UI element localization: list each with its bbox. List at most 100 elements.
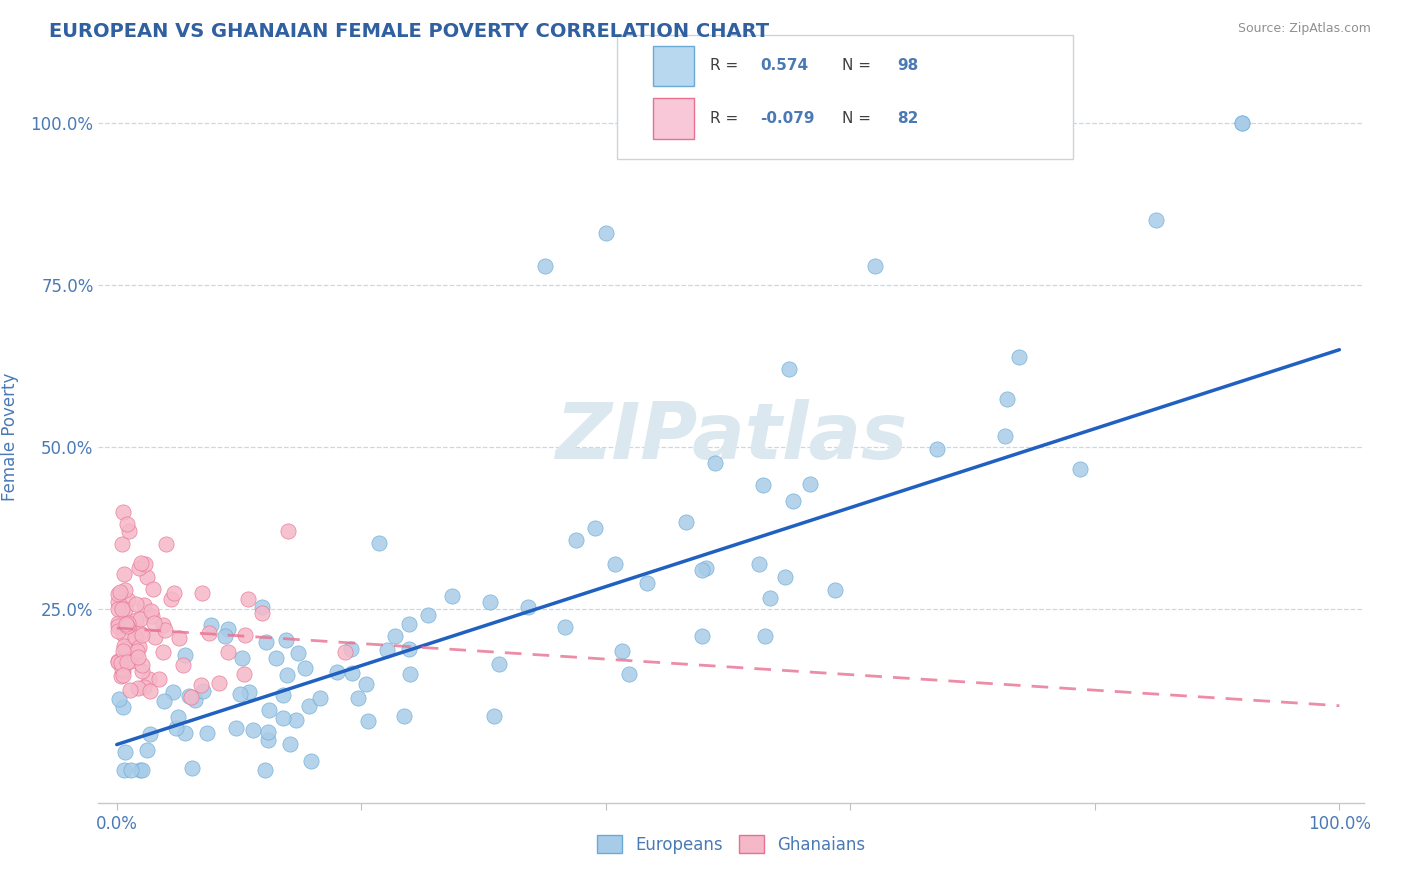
Point xyxy=(214,629,236,643)
Point xyxy=(118,524,141,538)
Point xyxy=(107,655,129,669)
Point xyxy=(583,521,606,535)
Point xyxy=(751,478,773,492)
FancyBboxPatch shape xyxy=(652,98,695,138)
Text: 98: 98 xyxy=(897,58,918,73)
Point xyxy=(299,754,322,768)
Point xyxy=(198,625,221,640)
Point xyxy=(173,725,195,739)
Point xyxy=(250,606,273,620)
Point xyxy=(695,561,717,575)
Point xyxy=(111,664,134,678)
Point xyxy=(111,601,134,615)
Point xyxy=(675,515,697,529)
Legend: Europeans, Ghanaians: Europeans, Ghanaians xyxy=(591,829,872,860)
Point xyxy=(354,677,377,691)
Point xyxy=(107,587,129,601)
Point xyxy=(129,557,152,571)
Point xyxy=(636,576,658,591)
Point xyxy=(136,743,159,757)
Point xyxy=(117,593,139,607)
Point xyxy=(128,640,150,655)
Text: ZIPatlas: ZIPatlas xyxy=(555,399,907,475)
Point xyxy=(690,563,713,577)
Point xyxy=(131,764,153,778)
Point xyxy=(225,722,247,736)
Point xyxy=(690,629,713,643)
Point xyxy=(124,613,146,627)
Point xyxy=(172,658,194,673)
Point xyxy=(139,727,162,741)
Point xyxy=(479,595,502,609)
Text: 0.574: 0.574 xyxy=(761,58,808,73)
Point xyxy=(927,442,949,457)
Text: 82: 82 xyxy=(897,111,918,126)
Point xyxy=(394,708,416,723)
Point xyxy=(117,615,139,630)
Point xyxy=(112,640,135,654)
Point xyxy=(533,259,555,273)
Point xyxy=(129,625,152,640)
Point xyxy=(148,672,170,686)
Point xyxy=(110,669,132,683)
Point xyxy=(863,259,886,273)
Text: -0.079: -0.079 xyxy=(761,111,814,126)
Point xyxy=(399,667,422,681)
Point xyxy=(1069,462,1091,476)
Point xyxy=(152,694,174,708)
Point xyxy=(131,628,153,642)
Point xyxy=(340,641,363,656)
Point xyxy=(115,517,138,532)
Point xyxy=(554,620,576,634)
Point xyxy=(340,665,363,680)
Point xyxy=(107,624,129,639)
Point xyxy=(347,691,370,706)
Point xyxy=(440,589,463,603)
Point xyxy=(131,657,153,672)
Point xyxy=(112,668,135,682)
Point xyxy=(111,537,134,551)
Point xyxy=(167,631,190,645)
Point xyxy=(191,684,214,698)
Point xyxy=(256,634,278,648)
Point xyxy=(134,598,156,612)
Point xyxy=(111,504,134,518)
Point xyxy=(152,617,174,632)
Point xyxy=(160,592,183,607)
Point xyxy=(129,764,152,778)
Point xyxy=(139,604,162,618)
Point xyxy=(298,699,321,714)
Y-axis label: Female Poverty: Female Poverty xyxy=(1,373,20,501)
Text: N =: N = xyxy=(842,58,872,73)
Point xyxy=(516,600,538,615)
Point xyxy=(163,585,186,599)
Point xyxy=(217,623,239,637)
Point xyxy=(287,646,309,660)
Point xyxy=(217,645,239,659)
Point xyxy=(115,619,138,633)
Point xyxy=(111,662,134,676)
Point xyxy=(120,764,142,778)
Point xyxy=(703,456,725,470)
Point xyxy=(782,494,804,508)
Text: N =: N = xyxy=(842,111,872,126)
Point xyxy=(118,618,141,632)
Point xyxy=(162,685,184,699)
Point xyxy=(131,665,153,679)
Point xyxy=(271,711,294,725)
Point xyxy=(125,598,148,612)
Point xyxy=(107,594,129,608)
Point xyxy=(595,226,617,240)
Point xyxy=(110,585,132,599)
Point xyxy=(1230,116,1253,130)
Point xyxy=(180,690,202,704)
Point xyxy=(232,667,254,681)
Point xyxy=(165,722,187,736)
Point xyxy=(115,655,138,669)
Point xyxy=(127,649,149,664)
Point xyxy=(250,600,273,615)
Point xyxy=(773,570,796,584)
Point xyxy=(124,630,146,644)
Point xyxy=(995,392,1018,407)
Point xyxy=(231,650,253,665)
